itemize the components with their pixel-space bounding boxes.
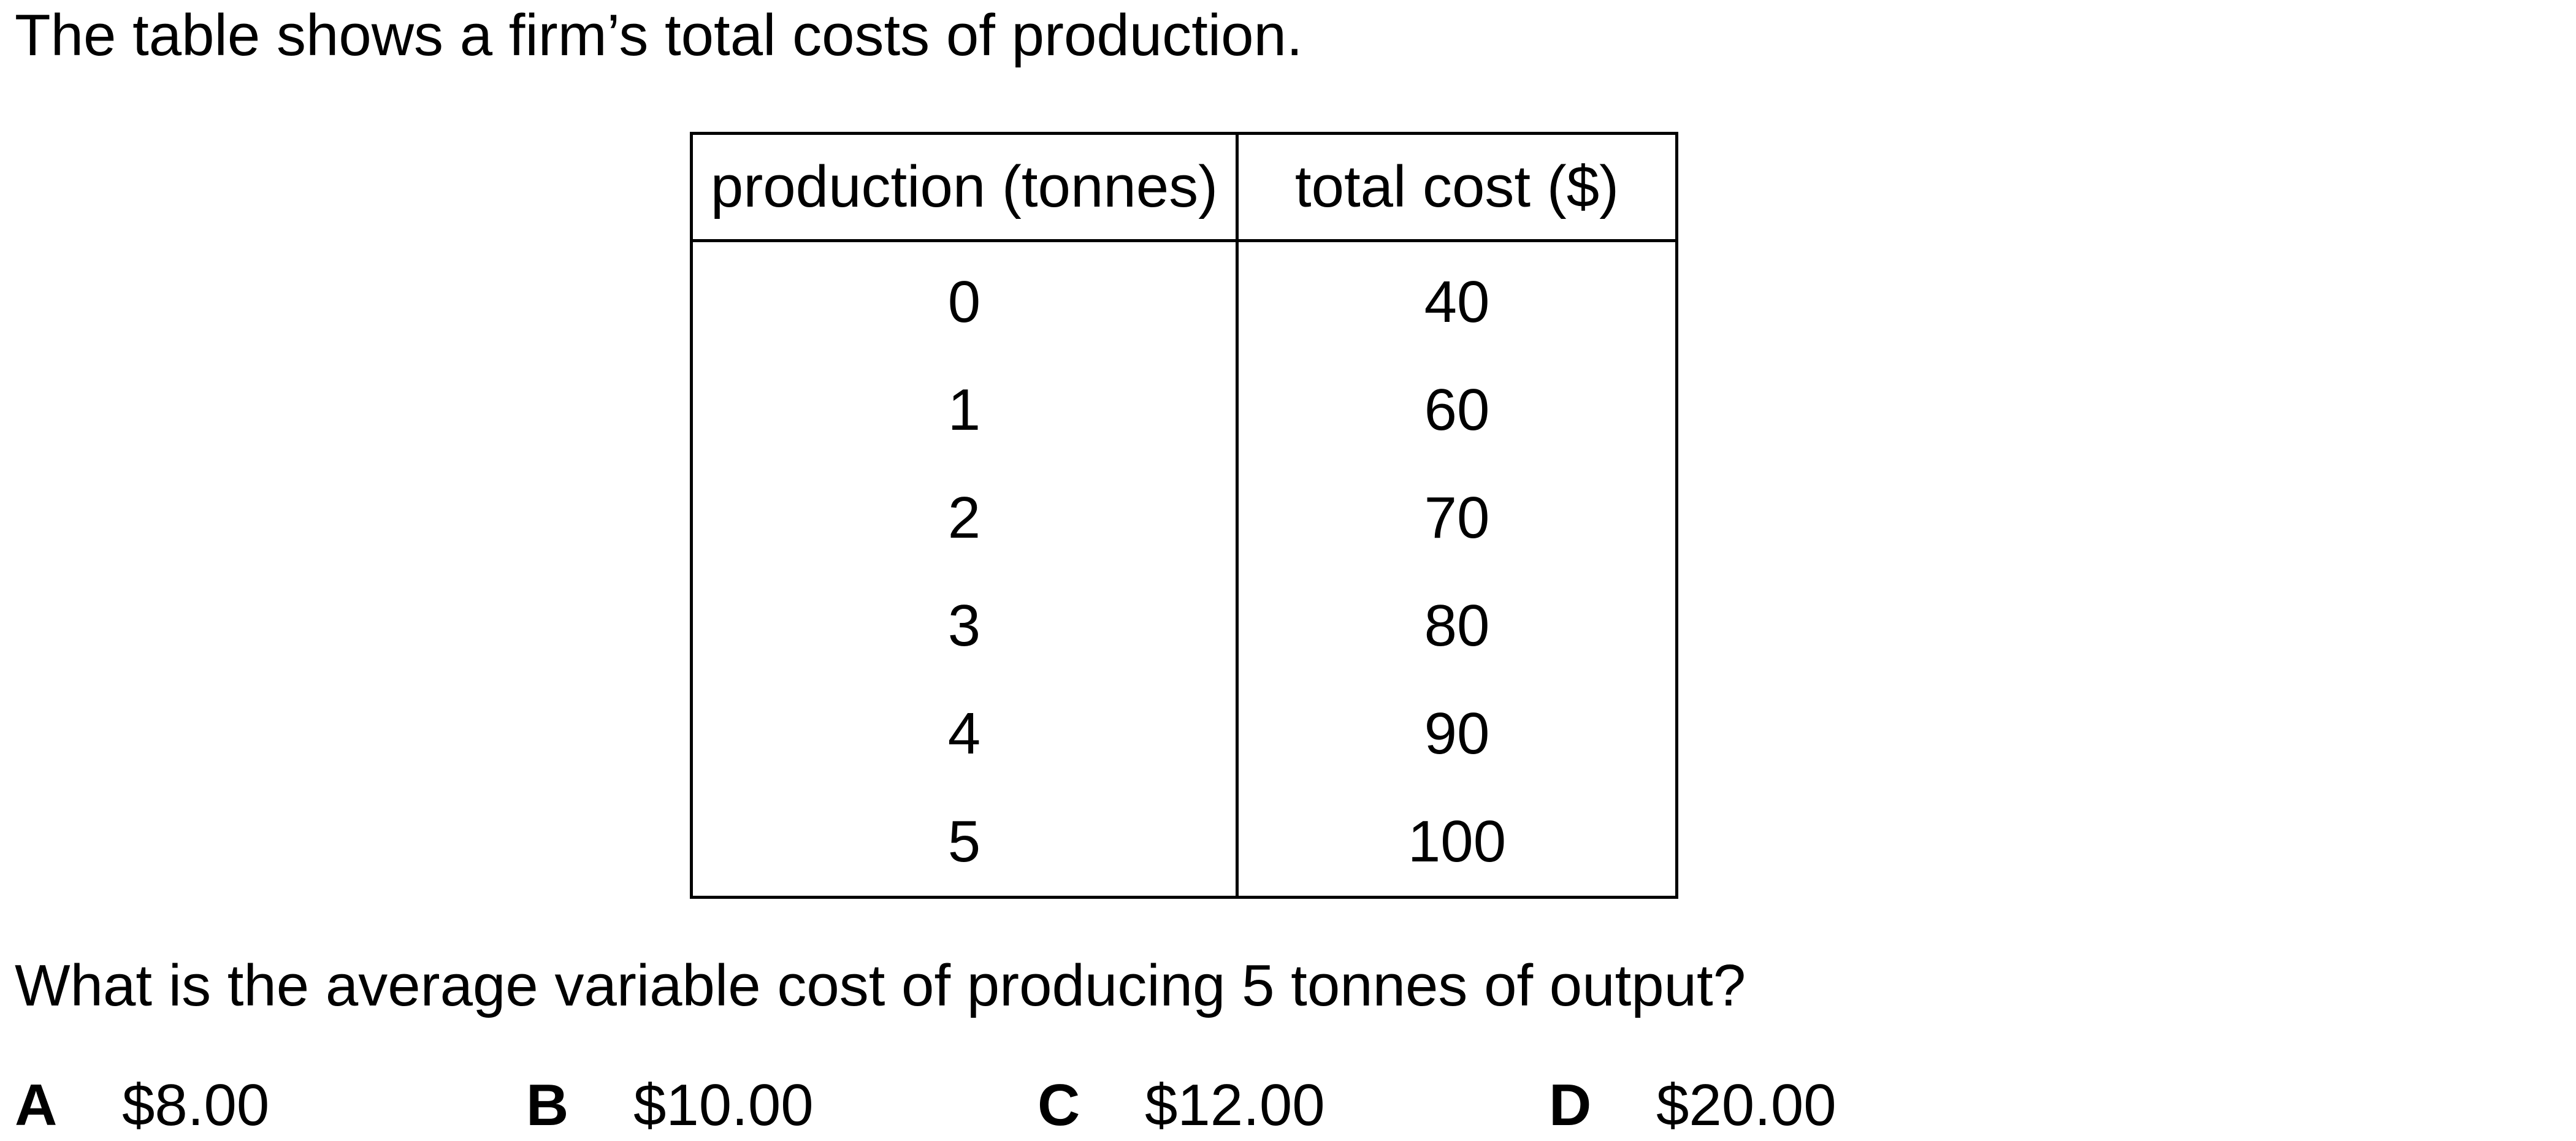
answer-options: A $8.00 B $10.00 C $12.00 D $20.00: [0, 1070, 2576, 1141]
option-value: $12.00: [1145, 1072, 1325, 1138]
total-cost-cell: 90: [1236, 680, 1678, 788]
cost-table: production (tonnes) total cost ($) 0 4 0 …: [690, 132, 1678, 899]
table-row: 4 90: [690, 680, 1678, 788]
option-letter: D: [1549, 1072, 1592, 1138]
option-value: $8.00: [122, 1072, 270, 1138]
option-value: $10.00: [633, 1072, 814, 1138]
total-cost-cell: 40: [1236, 240, 1678, 356]
table-row: 0 40: [690, 240, 1678, 356]
production-cell: 5: [690, 788, 1239, 899]
table-header-row: production (tonnes) total cost ($): [690, 132, 1678, 242]
option-letter: C: [1038, 1072, 1080, 1138]
production-cell: 2: [690, 464, 1239, 572]
header-total-cost: total cost ($): [1236, 132, 1678, 242]
header-production: production (tonnes): [690, 132, 1239, 242]
production-cell: 1: [690, 356, 1239, 464]
table-row: 3 80: [690, 572, 1678, 680]
production-cell: 0: [690, 240, 1239, 356]
option-letter: B: [526, 1072, 569, 1138]
table-row: 5 100: [690, 788, 1678, 899]
production-cell: 3: [690, 572, 1239, 680]
table-row: 2 70: [690, 464, 1678, 572]
production-cell: 4: [690, 680, 1239, 788]
total-cost-cell: 80: [1236, 572, 1678, 680]
total-cost-cell: 70: [1236, 464, 1678, 572]
table-row: 1 60: [690, 356, 1678, 464]
total-cost-cell: 100: [1236, 788, 1678, 899]
option-letter: A: [15, 1072, 58, 1138]
option-value: $20.00: [1656, 1072, 1836, 1138]
question-text: What is the average variable cost of pro…: [15, 953, 1746, 1018]
intro-text: The table shows a firm’s total costs of …: [15, 2, 1303, 68]
total-cost-cell: 60: [1236, 356, 1678, 464]
